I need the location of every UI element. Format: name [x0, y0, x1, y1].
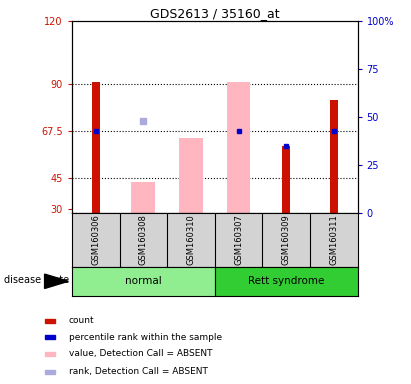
- Text: value, Detection Call = ABSENT: value, Detection Call = ABSENT: [69, 349, 212, 358]
- Bar: [282, 146, 290, 213]
- Bar: [179, 138, 203, 213]
- Bar: [45, 352, 55, 356]
- Polygon shape: [44, 274, 68, 288]
- Text: percentile rank within the sample: percentile rank within the sample: [69, 333, 222, 342]
- Bar: [45, 369, 55, 374]
- Bar: [45, 319, 55, 323]
- Text: GSM160308: GSM160308: [139, 215, 148, 265]
- Bar: [226, 82, 250, 213]
- Text: normal: normal: [125, 276, 162, 286]
- Bar: [45, 335, 55, 339]
- Bar: [132, 182, 155, 213]
- Text: Rett syndrome: Rett syndrome: [248, 276, 324, 286]
- Bar: [92, 82, 99, 213]
- Bar: [330, 101, 337, 213]
- Title: GDS2613 / 35160_at: GDS2613 / 35160_at: [150, 7, 279, 20]
- Text: disease state: disease state: [4, 275, 69, 285]
- Text: GSM160306: GSM160306: [91, 215, 100, 265]
- Text: GSM160311: GSM160311: [329, 215, 338, 265]
- Text: GSM160309: GSM160309: [282, 215, 291, 265]
- Text: count: count: [69, 316, 95, 325]
- Text: rank, Detection Call = ABSENT: rank, Detection Call = ABSENT: [69, 367, 208, 376]
- Text: GSM160310: GSM160310: [187, 215, 196, 265]
- Text: GSM160307: GSM160307: [234, 215, 243, 265]
